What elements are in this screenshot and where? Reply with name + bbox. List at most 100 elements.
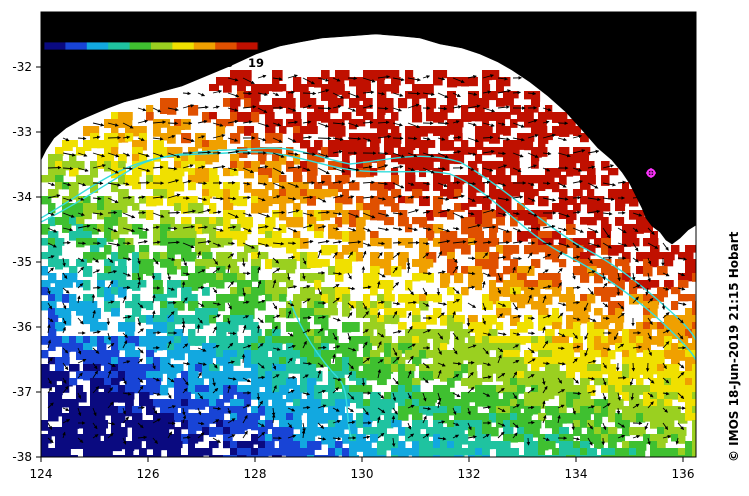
sst-pixel <box>279 420 288 431</box>
sst-pixel <box>209 413 218 424</box>
sst-pixel <box>286 147 294 157</box>
sst-pixel <box>482 91 491 99</box>
current-arrow <box>257 317 264 324</box>
sst-pixel <box>160 441 168 451</box>
sst-pixel <box>335 441 343 450</box>
current-arrow <box>152 294 156 304</box>
sst-pixel <box>503 350 514 359</box>
sst-pixel <box>636 294 647 304</box>
sst-pixel <box>461 343 471 351</box>
sst-pixel <box>48 392 59 400</box>
sst-pixel <box>272 448 281 456</box>
sst-pixel <box>608 399 616 407</box>
sst-pixel <box>601 203 611 212</box>
current-arrow <box>47 317 54 323</box>
sst-pixel <box>608 378 617 386</box>
sst-pixel <box>153 175 161 183</box>
sst-pixel <box>447 140 455 151</box>
sst-pixel <box>433 126 442 137</box>
sst-pixel <box>41 266 49 276</box>
current-arrow <box>662 272 670 277</box>
sst-pixel <box>510 182 520 191</box>
current-arrow <box>272 137 283 143</box>
current-arrow <box>407 136 418 141</box>
sst-pixel <box>223 84 232 93</box>
sst-pixel <box>90 434 101 442</box>
sst-pixel <box>237 441 247 451</box>
sst-pixel <box>370 133 381 144</box>
sst-pixel <box>146 315 156 325</box>
current-arrow <box>647 297 654 304</box>
map-plot-area[interactable] <box>40 11 703 466</box>
current-arrow <box>332 212 343 216</box>
sst-pixel <box>146 343 157 353</box>
current-arrow <box>645 362 650 372</box>
sst-pixel <box>538 413 547 422</box>
sst-pixel <box>139 252 150 263</box>
sst-pixel <box>139 427 147 438</box>
sst-pixel <box>559 112 568 120</box>
current-arrow <box>392 194 403 199</box>
current-arrow <box>212 257 218 265</box>
sst-pixel <box>538 112 546 123</box>
sst-pixel <box>587 434 595 444</box>
sst-pixel <box>482 420 492 429</box>
sst-pixel <box>685 343 696 354</box>
sst-pixel <box>335 399 343 408</box>
sst-pixel <box>307 252 318 260</box>
sst-pixel <box>118 406 128 415</box>
sst-pixel <box>545 182 555 190</box>
sst-pixel <box>482 168 492 178</box>
sst-pixel <box>349 182 360 191</box>
sst-pixel <box>440 406 449 416</box>
sst-pixel <box>559 378 568 388</box>
sst-pixel <box>258 399 269 409</box>
sst-pixel <box>97 420 108 429</box>
sst-pixel <box>475 329 484 339</box>
current-arrow <box>287 285 298 289</box>
sst-pixel <box>468 392 477 403</box>
sst-pixel <box>440 140 449 151</box>
sst-pixel <box>90 441 100 452</box>
current-arrow <box>617 302 625 310</box>
sst-pixel <box>405 70 414 79</box>
sst-pixel <box>615 385 623 396</box>
sst-pixel <box>482 259 493 270</box>
sst-pixel <box>286 196 295 204</box>
sst-pixel <box>104 196 112 206</box>
sst-pixel <box>300 315 308 324</box>
current-arrow <box>497 151 506 156</box>
sst-pixel <box>307 364 317 374</box>
sst-pixel <box>104 140 112 150</box>
current-arrow <box>632 212 643 217</box>
current-arrow <box>181 281 186 289</box>
sst-pixel <box>426 371 435 381</box>
sst-pixel <box>349 301 359 309</box>
current-arrow <box>167 257 176 261</box>
current-arrow <box>167 226 178 231</box>
sst-pixel <box>671 287 681 295</box>
sst-pixel <box>160 259 169 268</box>
sst-pixel <box>657 350 667 358</box>
sst-pixel <box>125 392 135 400</box>
sst-pixel <box>594 441 604 449</box>
sst-pixel <box>461 266 469 274</box>
sst-pixel <box>650 357 661 367</box>
current-arrow <box>227 196 237 201</box>
current-arrow <box>527 294 532 304</box>
sst-pixel <box>377 322 385 331</box>
sst-pixel <box>615 301 625 312</box>
sst-pixel <box>279 364 289 374</box>
current-arrow <box>196 324 201 334</box>
sst-pixel <box>328 161 337 171</box>
sst-pixel <box>531 455 540 457</box>
sst-pixel <box>328 301 337 309</box>
sst-pixel <box>167 441 178 452</box>
sst-pixel <box>216 301 226 312</box>
sst-pixel <box>503 378 514 388</box>
sst-pixel <box>447 126 458 135</box>
sst-pixel <box>377 448 387 457</box>
sst-pixel <box>454 448 465 457</box>
sst-pixel <box>132 280 141 291</box>
current-arrow <box>107 269 118 274</box>
